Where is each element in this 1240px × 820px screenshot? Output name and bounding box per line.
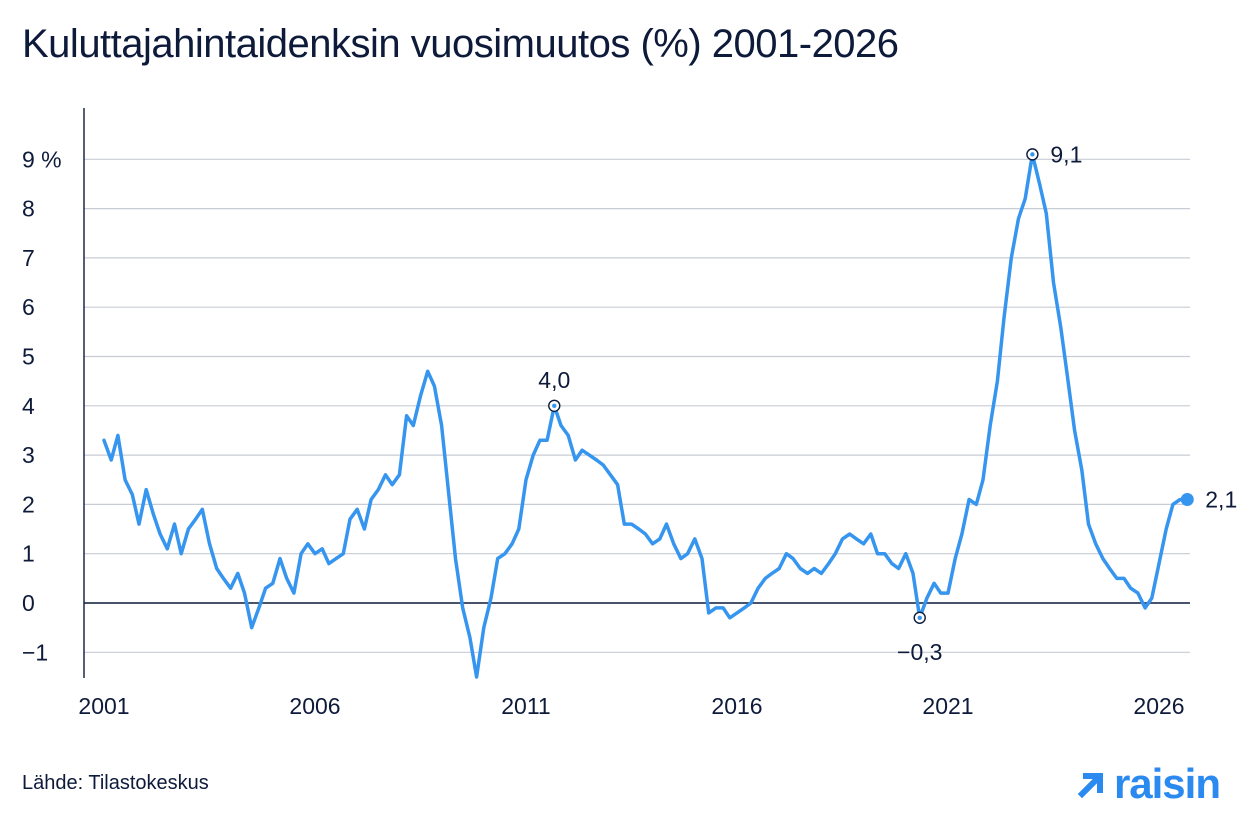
annotation-label: −0,3 [897, 639, 942, 665]
annotations: 4,0 −0,3 9,1 2,1 [538, 141, 1237, 664]
series-line [102, 152, 1190, 679]
y-tick-label: 6 [22, 294, 35, 320]
y-tick-label: 7 [22, 245, 35, 271]
annotation-label: 4,0 [538, 367, 570, 393]
y-tick-label: 1 [22, 541, 35, 567]
y-axis-ticks: −1 0 1 2 3 4 5 6 7 8 9 % [22, 146, 62, 665]
source-note: Lähde: Tilastokeskus [22, 772, 209, 794]
x-axis-ticks: 2001 2006 2011 2016 2021 2026 [78, 693, 1184, 719]
annotation-marker-dot [1030, 152, 1035, 157]
y-tick-label: 5 [22, 344, 35, 370]
y-tick-label: 4 [22, 393, 35, 419]
x-tick-label: 2001 [78, 693, 129, 719]
annotation-marker-dot [552, 403, 557, 408]
arrow-up-right-icon [1077, 772, 1104, 799]
chart-title: Kuluttajahintaidenksin vuosimuutos (%) 2… [22, 22, 899, 66]
annotation-label: 2,1 [1205, 486, 1237, 512]
x-tick-label: 2011 [501, 693, 550, 719]
y-tick-label: 2 [22, 491, 35, 517]
x-tick-label: 2006 [289, 693, 340, 719]
y-tick-label: 3 [22, 442, 35, 468]
brand-name: raisin [1113, 760, 1221, 807]
series [102, 152, 1190, 679]
x-tick-label: 2016 [711, 693, 762, 719]
annotation-marker [1180, 492, 1194, 506]
annotation-marker-dot [917, 615, 922, 620]
x-tick-label: 2026 [1133, 693, 1184, 719]
y-tick-label: 8 [22, 196, 35, 222]
y-tick-label: −1 [22, 639, 48, 665]
brand-logo: raisin [1074, 760, 1221, 808]
y-tick-label: 9 % [22, 146, 62, 172]
x-tick-label: 2021 [922, 693, 973, 719]
y-tick-label: 0 [22, 590, 35, 616]
gridlines [83, 108, 1190, 678]
annotation-label: 9,1 [1050, 141, 1082, 167]
